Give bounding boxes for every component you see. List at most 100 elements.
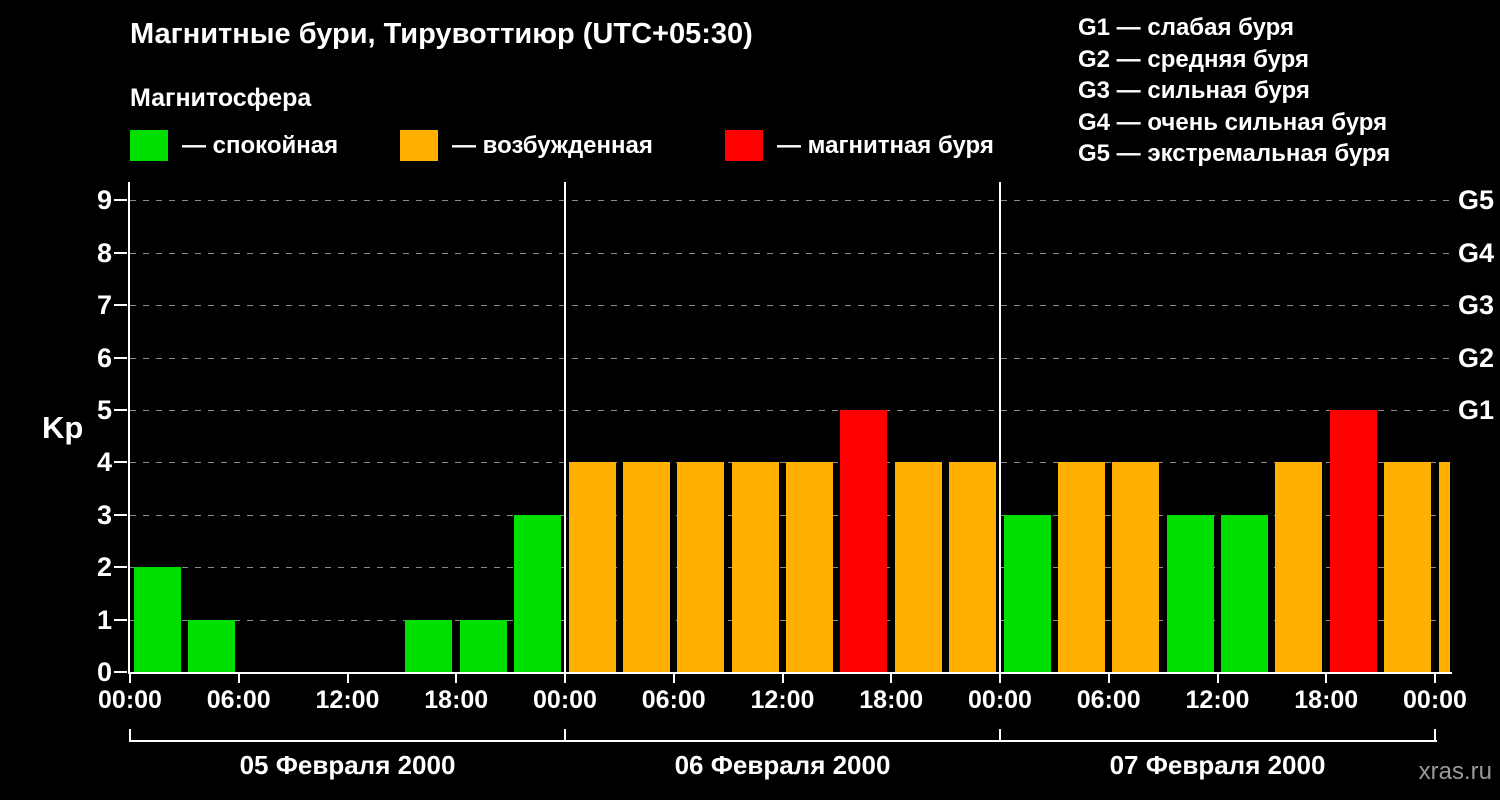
kp-bar	[731, 462, 779, 672]
x-tick-label: 12:00	[750, 686, 815, 714]
g-scale-axis-label: G5	[1458, 185, 1495, 216]
storm-scale-item: G5 — экстремальная буря	[1078, 140, 1391, 167]
y-tick	[114, 671, 127, 673]
y-tick-label: 3	[96, 499, 112, 530]
excited-swatch	[400, 130, 438, 161]
kp-bar	[459, 619, 507, 672]
kp-bar	[894, 462, 942, 672]
x-tick-label: 00:00	[968, 686, 1032, 714]
x-tick	[1216, 674, 1219, 683]
y-tick-label: 8	[96, 237, 112, 268]
kp-bar	[1003, 514, 1051, 672]
date-bracket-tick	[564, 729, 566, 742]
g-scale-axis-label: G2	[1458, 342, 1495, 373]
kp-bar	[514, 514, 562, 672]
storm-scale-item: G1 — слабая буря	[1078, 14, 1295, 41]
legend-item: — возбужденная	[400, 130, 653, 161]
x-tick-label: 06:00	[1076, 686, 1141, 714]
y-tick	[114, 513, 127, 516]
legend-item: — магнитная буря	[725, 130, 994, 161]
x-tick	[129, 674, 131, 683]
kp-bar	[949, 462, 997, 672]
kp-bar	[187, 619, 235, 672]
x-tick-label: 00:00	[98, 686, 162, 714]
y-tick-label: 6	[96, 342, 112, 373]
x-tick	[781, 674, 784, 683]
y-tick-label: 5	[96, 395, 112, 425]
x-tick-label: 18:00	[424, 686, 489, 714]
kp-bar	[1057, 462, 1105, 672]
legend-label: — возбужденная	[452, 131, 653, 159]
chart-subtitle: Магнитосфера	[130, 84, 312, 112]
storm-scale-item: G3 — сильная буря	[1078, 77, 1310, 104]
g-scale-axis-label: G4	[1458, 237, 1495, 268]
grid-line	[130, 252, 1450, 254]
y-tick-label: 0	[96, 657, 112, 687]
legend-label: — спокойная	[182, 131, 339, 159]
storm-scale-legend: G1 — слабая буря G2 — средняя буря G3 — си…	[1078, 12, 1390, 170]
y-axis-title: Kp	[42, 410, 84, 445]
kp-bar	[1166, 514, 1214, 672]
y-tick	[114, 304, 127, 307]
x-tick-label: 12:00	[315, 686, 380, 714]
x-tick	[672, 674, 675, 683]
date-label: 05 Февраля 2000	[239, 750, 456, 780]
day-separator	[564, 182, 566, 672]
grid-line	[130, 357, 1450, 359]
grid-line	[130, 410, 1450, 411]
y-tick	[114, 461, 127, 464]
x-tick	[346, 674, 349, 683]
kp-bar	[622, 462, 670, 672]
y-tick-label: 9	[96, 185, 112, 216]
y-tick	[114, 199, 127, 202]
kp-bar	[405, 619, 453, 672]
kp-bar	[840, 410, 888, 672]
grid-line	[130, 200, 1450, 202]
date-label: 07 Февраля 2000	[1109, 750, 1326, 780]
watermark: xras.ru	[1418, 758, 1492, 785]
x-tick	[237, 674, 240, 683]
y-tick-label: 1	[96, 604, 112, 635]
kp-bar	[1112, 462, 1160, 672]
date-bracket-line	[130, 740, 1437, 742]
x-tick	[1434, 674, 1436, 683]
y-axis-line	[128, 182, 130, 674]
kp-bar	[786, 462, 833, 672]
kp-bar	[133, 567, 181, 672]
y-tick	[114, 566, 127, 569]
x-tick	[1325, 674, 1328, 683]
date-bracket-tick	[129, 729, 131, 742]
date-label: 06 Февраля 2000	[674, 750, 891, 780]
x-tick-label: 06:00	[206, 686, 271, 714]
x-tick	[455, 674, 458, 683]
storm-scale-item: G4 — очень сильная буря	[1078, 108, 1388, 136]
quiet-swatch	[130, 130, 168, 161]
day-separator	[999, 182, 1001, 672]
x-tick-label: 06:00	[641, 686, 706, 714]
kp-bar	[677, 462, 725, 672]
y-tick	[114, 409, 127, 411]
y-tick-label: 2	[96, 552, 112, 583]
kp-bar	[1275, 462, 1323, 672]
kp-bar	[1221, 514, 1268, 672]
x-tick-label: 18:00	[1294, 686, 1359, 714]
grid-line	[130, 305, 1450, 307]
x-tick	[564, 674, 566, 683]
x-tick	[1107, 674, 1110, 683]
kp-bar	[1384, 462, 1432, 672]
storm-swatch	[725, 130, 763, 161]
y-tick	[114, 251, 127, 254]
kp-bar	[1329, 410, 1377, 672]
date-bracket-tick	[1434, 729, 1436, 742]
g-scale-axis-label: G3	[1458, 290, 1495, 321]
g-scale-axis-label: G1	[1458, 395, 1495, 425]
plot-area	[130, 182, 1450, 672]
x-axis-line	[128, 672, 1452, 674]
y-tick-label: 4	[96, 447, 112, 478]
legend-label: — магнитная буря	[777, 131, 994, 159]
y-tick-label: 7	[96, 290, 112, 321]
kp-bar	[568, 462, 616, 672]
x-tick-label: 00:00	[1403, 686, 1467, 714]
chart-title: Магнитные бури, Тирувоттиюр (UTC+05:30)	[130, 18, 753, 50]
